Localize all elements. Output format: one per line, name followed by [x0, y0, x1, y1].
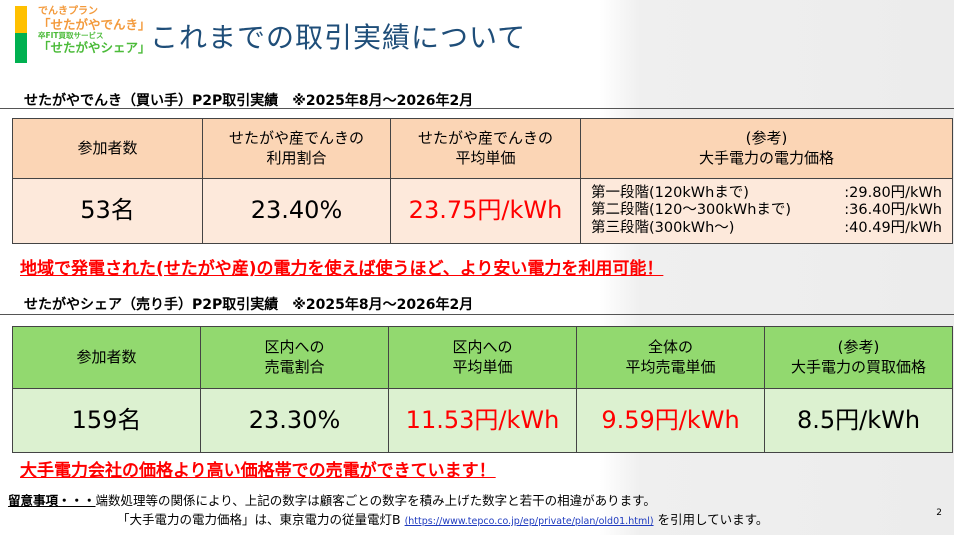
divider — [0, 314, 954, 315]
logo-line: 「せたがやでんき」 — [38, 16, 151, 32]
footer-source: 「大手電力の電力価格」は、東京電力の従量電灯B (https://www.tep… — [117, 509, 768, 528]
participants-value: 159名 — [12, 388, 201, 453]
logo-line: 「せたがやシェア」 — [38, 39, 151, 55]
reference-price-value: 8.5円/kWh — [764, 388, 953, 453]
overall-avg-price-value: 9.59円/kWh — [576, 388, 765, 453]
logo-line: 卒FIT買取サービス — [38, 30, 104, 40]
tepco-link[interactable]: (https://www.tepco.co.jp/ep/private/plan… — [404, 516, 654, 527]
seller-heading: せたがやシェア（売り手）P2P取引実績 ※2025年8月～2026年2月 — [24, 297, 474, 313]
tier-label: 第二段階(120～300kWhまで) — [591, 202, 792, 219]
header-avg-price: せたがや産でんきの 平均単価 — [390, 118, 581, 179]
buyer-note: 地域で発電された(せたがや産)の電力を使えば使うほど、より安い電力を利用可能！ — [20, 259, 664, 279]
footer-line1: 端数処理等の関係により、上記の数字は顧客ごとの数字を積み上げた数字と若干の相違が… — [95, 493, 656, 508]
header-participants: 参加者数 — [12, 326, 201, 389]
tier-price: :29.80円/kWh — [844, 184, 942, 201]
tier-prices: 第一段階(120kWhまで) :29.80円/kWh 第二段階(120～300kW… — [580, 178, 953, 244]
footer-line2: 「大手電力の電力価格」は、東京電力の従量電灯B — [117, 512, 405, 527]
avg-price-value: 23.75円/kWh — [390, 178, 581, 244]
buyer-table: 参加者数 せたがや産でんきの 利用割合 せたがや産でんきの 平均単価 (参考) … — [12, 118, 953, 244]
tier-row: 第三段階(300kWh～) :40.49円/kWh — [591, 220, 952, 237]
seller-table: 参加者数 区内への 売電割合 区内への 平均単価 全体の 平均売電単価 (参考)… — [12, 326, 953, 453]
tier-row: 第二段階(120～300kWhまで) :36.40円/kWh — [591, 202, 952, 219]
tier-row: 第一段階(120kWhまで) :29.80円/kWh — [591, 185, 952, 202]
header-sale-ratio: 区内への 売電割合 — [200, 326, 389, 389]
header-local-avg-price: 区内への 平均単価 — [388, 326, 577, 389]
sale-ratio-value: 23.30% — [200, 388, 389, 453]
page-number: 2 — [936, 508, 942, 518]
tier-price: :40.49円/kWh — [844, 219, 942, 236]
footer-note: 留意事項・・・端数処理等の関係により、上記の数字は顧客ごとの数字を積み上げた数字… — [8, 490, 656, 509]
header-reference: (参考) 大手電力の電力価格 — [580, 118, 953, 179]
header-ratio: せたがや産でんきの 利用割合 — [202, 118, 391, 179]
header-participants: 参加者数 — [12, 118, 203, 179]
ratio-value: 23.40% — [202, 178, 391, 244]
logo-bar-orange — [15, 6, 27, 33]
page-title: これまでの取引実績について — [150, 21, 527, 54]
header-overall-avg-price: 全体の 平均売電単価 — [576, 326, 765, 389]
local-avg-price-value: 11.53円/kWh — [388, 388, 577, 453]
logo-line: でんきプラン — [38, 6, 98, 17]
footer-line2-end: を引用しています。 — [653, 512, 769, 527]
logo-bar-green — [15, 33, 27, 63]
logo: でんきプラン 「せたがやでんき」 卒FIT買取サービス 「せたがやシェア」 — [38, 6, 151, 55]
participants-value: 53名 — [12, 178, 203, 244]
tier-label: 第一段階(120kWhまで) — [591, 184, 749, 201]
header-reference: (参考) 大手電力の買取価格 — [764, 326, 953, 389]
seller-note: 大手電力会社の価格より高い価格帯での売電ができています！ — [20, 461, 496, 481]
footer-label: 留意事項・・・ — [8, 493, 96, 508]
tier-label: 第三段階(300kWh～) — [591, 219, 735, 236]
divider — [0, 108, 954, 109]
tier-price: :36.40円/kWh — [844, 202, 942, 219]
buyer-heading: せたがやでんき（買い手）P2P取引実績 ※2025年8月～2026年2月 — [24, 93, 474, 109]
